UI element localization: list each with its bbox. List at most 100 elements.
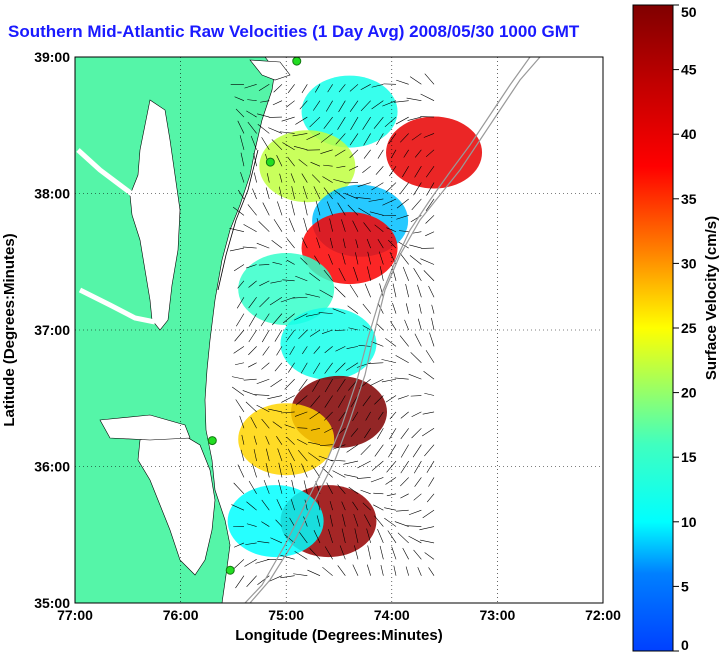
velocity-vector xyxy=(385,477,397,485)
velocity-vector xyxy=(423,370,435,380)
velocity-vector xyxy=(337,395,346,408)
velocity-vector xyxy=(288,362,295,373)
velocity-vector xyxy=(376,428,384,439)
velocity-vector xyxy=(252,463,257,478)
velocity-vector xyxy=(265,435,270,445)
velocity-vector xyxy=(408,509,422,516)
velocity-vector xyxy=(328,254,333,265)
colorbar-tick-label: 5 xyxy=(681,578,689,594)
velocity-vector xyxy=(324,428,333,433)
velocity-vector xyxy=(324,395,333,408)
velocity-vector xyxy=(399,230,409,233)
velocity-vector xyxy=(388,444,397,458)
velocity-vector xyxy=(348,327,359,331)
velocity-vector xyxy=(318,312,333,314)
colorbar-tick-label: 40 xyxy=(681,126,697,142)
velocity-vector xyxy=(337,116,346,130)
velocity-vector xyxy=(333,189,346,200)
velocity-vector xyxy=(240,152,245,167)
velocity-vector xyxy=(323,116,333,129)
velocity-vector xyxy=(316,237,321,249)
velocity-vector xyxy=(229,247,245,252)
velocity-vector xyxy=(358,207,371,216)
velocity-vector xyxy=(368,198,384,202)
velocity-vector xyxy=(242,246,257,249)
velocity-vector xyxy=(337,484,346,494)
velocity-vector xyxy=(410,395,422,397)
velocity-vector xyxy=(261,418,270,429)
velocity-vector xyxy=(239,135,245,150)
velocity-vector xyxy=(321,467,333,478)
velocity-vector xyxy=(414,477,422,487)
velocity-vector xyxy=(235,575,245,589)
velocity-vector xyxy=(388,239,397,249)
velocity-vector xyxy=(298,159,308,167)
velocity-vector xyxy=(349,84,359,92)
velocity-vector xyxy=(411,428,422,439)
potomac-river xyxy=(76,148,142,202)
velocity-vector xyxy=(346,346,359,349)
velocity-vector xyxy=(272,313,283,326)
velocity-vector xyxy=(279,173,283,183)
bathymetry-line xyxy=(249,57,541,603)
velocity-vector xyxy=(389,428,397,440)
velocity-vector xyxy=(273,219,283,232)
velocity-vector xyxy=(268,575,283,582)
velocity-vector xyxy=(393,100,409,103)
velocity-vector xyxy=(409,255,422,265)
velocity-vector xyxy=(298,378,308,392)
x-tick-label: 75:00 xyxy=(268,607,304,623)
velocity-vector xyxy=(344,192,359,200)
velocity-vector xyxy=(423,133,435,138)
velocity-vector xyxy=(389,411,397,420)
velocity-vector xyxy=(425,149,435,158)
velocity-vector xyxy=(231,504,245,511)
velocity-vector xyxy=(362,502,371,511)
velocity-vector xyxy=(236,313,245,327)
velocity-vector xyxy=(281,116,295,122)
velocity-vector xyxy=(397,532,409,544)
velocity-vector xyxy=(244,84,257,89)
velocity-vector xyxy=(290,173,295,183)
velocity-vector xyxy=(287,84,295,94)
velocity-vector xyxy=(248,297,257,309)
velocity-vector xyxy=(379,266,384,281)
velocity-vector xyxy=(373,492,384,495)
velocity-vector xyxy=(240,449,245,462)
velocity-vector xyxy=(232,206,245,216)
velocity-vector xyxy=(246,110,257,118)
velocity-vector xyxy=(288,218,295,232)
velocity-vector xyxy=(311,464,321,478)
velocity-vector xyxy=(335,362,346,373)
velocity-vector xyxy=(260,100,270,103)
velocity-vector xyxy=(336,378,346,392)
velocity-vector xyxy=(357,460,371,469)
velocity-vector xyxy=(303,217,308,232)
velocity-vector xyxy=(420,258,435,265)
velocity-vector xyxy=(281,395,295,403)
velocity-vector xyxy=(323,187,333,200)
velocity-vector xyxy=(422,428,435,437)
velocity-vector xyxy=(409,244,422,249)
velocity-vector xyxy=(411,198,422,211)
velocity-vector xyxy=(371,460,384,471)
velocity-vector xyxy=(397,395,409,400)
velocity-vector xyxy=(309,548,321,560)
velocity-vector xyxy=(253,172,257,183)
velocity-vector xyxy=(374,395,384,405)
velocity-vector xyxy=(360,100,371,112)
velocity-vector xyxy=(241,434,245,445)
velocity-vector xyxy=(362,395,371,407)
velocity-vector xyxy=(294,411,308,417)
velocity-vector xyxy=(402,166,409,178)
velocity-vector xyxy=(363,222,371,232)
velocity-vector xyxy=(371,100,384,110)
velocity-vector xyxy=(248,313,257,327)
velocity-vector xyxy=(280,575,295,579)
velocity-vector xyxy=(287,156,295,167)
velocity-vector xyxy=(247,362,257,368)
velocity-vector xyxy=(332,470,346,478)
velocity-region xyxy=(301,212,398,285)
velocity-vector xyxy=(379,283,384,298)
